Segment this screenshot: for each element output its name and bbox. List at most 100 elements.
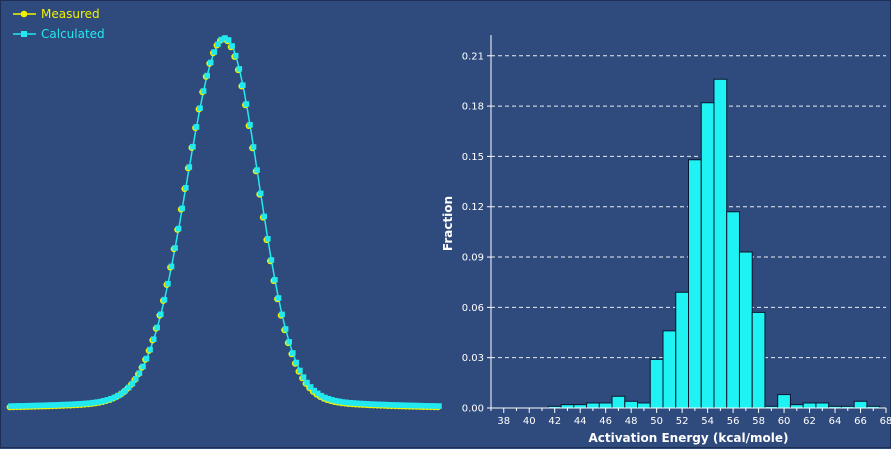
x-tick-label: 52: [676, 416, 689, 427]
calculated-point: [222, 35, 228, 41]
calculated-point: [186, 164, 193, 170]
histogram-bar: [751, 311, 766, 409]
x-tick-label: 42: [548, 416, 561, 427]
y-tick-label: 0.09: [462, 253, 484, 264]
calculated-point: [104, 397, 111, 403]
calculated-point: [286, 339, 292, 345]
calculated-point: [86, 400, 93, 406]
legend-marker-measured: [20, 10, 28, 18]
calculated-point: [304, 379, 310, 386]
calculated-point: [90, 399, 96, 406]
histogram-bar: [662, 330, 677, 409]
x-tick-label: 58: [752, 416, 765, 427]
calculated-point: [150, 336, 157, 342]
histogram-bar: [573, 404, 588, 409]
histogram-bar: [688, 159, 702, 409]
histogram-bar: [738, 251, 753, 409]
calculated-point: [111, 394, 118, 401]
calculated-point: [58, 401, 64, 408]
x-tick-label: 50: [650, 416, 663, 427]
calculated-point: [83, 400, 89, 407]
calculated-point: [382, 401, 389, 408]
calculated-point: [329, 397, 335, 403]
calculated-point: [43, 402, 50, 408]
calculated-point: [307, 384, 314, 390]
calculated-point: [215, 41, 221, 48]
calculated-point: [97, 398, 103, 405]
calculated-point: [54, 402, 61, 408]
calculated-point: [211, 49, 218, 55]
calculated-point: [240, 82, 246, 88]
calculated-point: [47, 402, 53, 408]
calculated-point: [404, 402, 410, 409]
x-tick-label: 64: [829, 416, 842, 427]
histogram-bar: [802, 402, 817, 409]
legend-label-calculated: Calculated: [41, 27, 105, 41]
y-tick-label: 0.03: [462, 353, 484, 364]
calculated-point: [8, 403, 14, 409]
calculated-point: [11, 403, 18, 409]
calculated-point: [108, 396, 114, 402]
x-axis-ticks: 38 40 42 44 46 48 50 52 54 56 58 60 62 64 66 68: [490, 408, 891, 427]
calculated-point: [290, 350, 296, 356]
calculated-point: [154, 324, 160, 331]
calculated-point: [236, 66, 243, 72]
calculated-point: [347, 400, 353, 406]
calculated-point: [407, 402, 414, 409]
calculated-point: [425, 403, 432, 409]
histogram-bar: [700, 102, 715, 409]
calculated-point: [68, 401, 75, 408]
calculated-point: [129, 380, 136, 387]
x-tick-label: 44: [574, 416, 587, 427]
histogram-bar: [637, 402, 651, 409]
calculated-point: [136, 370, 143, 376]
calculated-point: [261, 213, 267, 220]
histogram-bar: [853, 400, 868, 409]
calculated-point: [311, 387, 317, 394]
calculated-point: [175, 225, 182, 232]
calculated-point: [100, 398, 107, 404]
axes: [490, 35, 886, 409]
calculated-point: [389, 402, 396, 408]
calculated-point: [332, 398, 339, 404]
histogram-bar: [815, 402, 830, 409]
y-axis-ticks: 0.00 0.03 0.06 0.09 0.12 0.15 0.18 0.21: [462, 51, 491, 415]
calculated-point: [250, 144, 257, 150]
calculated-point: [125, 384, 132, 391]
calculated-point: [143, 355, 150, 362]
calculated-point: [72, 401, 78, 407]
calculated-point: [133, 376, 139, 382]
histogram-bar: [675, 291, 690, 409]
calculated-point: [379, 401, 385, 408]
calculated-point: [29, 402, 36, 409]
calculated-point: [393, 402, 399, 408]
histogram-bar: [611, 395, 626, 409]
calculated-point: [432, 403, 439, 409]
x-tick-label: 60: [778, 416, 791, 427]
histogram-bar: [560, 404, 575, 409]
y-tick-label: 0.00: [462, 404, 484, 415]
histogram-bar: [649, 358, 664, 409]
calculated-point: [218, 36, 225, 43]
calculated-point: [421, 403, 428, 409]
calculated-point: [411, 402, 417, 409]
calculated-point: [225, 37, 232, 43]
calculated-point: [76, 401, 82, 407]
calculated-point: [140, 363, 146, 370]
calculated-point: [190, 143, 196, 150]
calculated-point: [147, 346, 153, 353]
calculated-point: [350, 400, 357, 406]
calculated-point: [322, 394, 328, 401]
calculated-point: [272, 277, 278, 283]
calculated-point: [243, 101, 250, 107]
calculated-point: [229, 43, 235, 49]
calculated-point: [172, 245, 178, 251]
calculated-point: [397, 402, 403, 408]
x-tick-label: 54: [701, 416, 714, 427]
calculated-point: [429, 403, 435, 409]
calculated-point: [386, 402, 392, 408]
calculated-point: [293, 359, 300, 366]
calculated-point: [375, 401, 382, 408]
y-axis-title: Fraction: [441, 196, 455, 251]
